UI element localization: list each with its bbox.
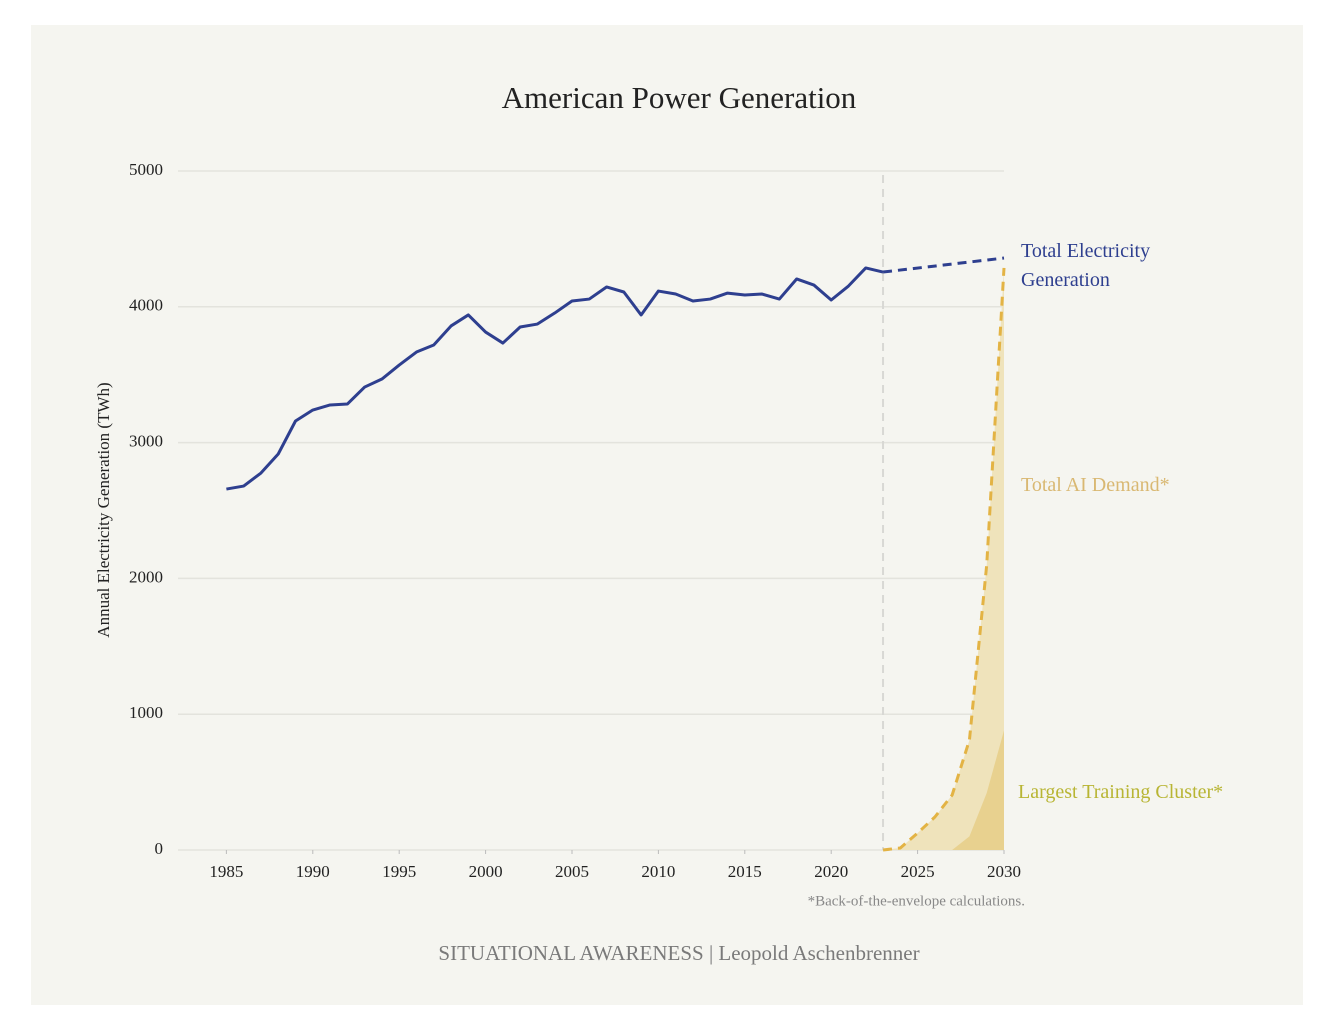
x-tick-label: 1995 bbox=[382, 862, 416, 881]
series-label: Largest Training Cluster* bbox=[1018, 781, 1224, 803]
y-axis-label: Annual Electricity Generation (TWh) bbox=[94, 382, 113, 637]
x-tick-label: 1985 bbox=[209, 862, 243, 881]
x-tick-label: 2010 bbox=[641, 862, 675, 881]
x-tick-label: 2030 bbox=[987, 862, 1021, 881]
y-tick-label: 1000 bbox=[129, 703, 163, 722]
series-label: Total AI Demand* bbox=[1021, 474, 1170, 496]
y-tick-label: 5000 bbox=[129, 160, 163, 179]
series-label: Total Electricity Generation bbox=[1021, 240, 1151, 291]
y-tick-label: 0 bbox=[155, 839, 164, 858]
x-tick-label: 2000 bbox=[469, 862, 503, 881]
x-tick-label: 2005 bbox=[555, 862, 589, 881]
footnote: *Back-of-the-envelope calculations. bbox=[808, 893, 1025, 909]
chart-title: American Power Generation bbox=[502, 80, 857, 115]
source: SITUATIONAL AWARENESS | Leopold Aschenbr… bbox=[438, 941, 919, 965]
x-tick-label: 2015 bbox=[728, 862, 762, 881]
y-tick-label: 4000 bbox=[129, 296, 163, 315]
line bbox=[882, 256, 1005, 274]
x-tick-label: 1990 bbox=[296, 862, 330, 881]
y-tick-label: 3000 bbox=[129, 432, 163, 451]
x-tick-label: 2025 bbox=[901, 862, 935, 881]
y-tick-label: 2000 bbox=[129, 567, 163, 586]
area bbox=[952, 730, 1004, 850]
line bbox=[882, 267, 1006, 852]
x-tick-label: 2020 bbox=[814, 862, 848, 881]
line bbox=[226, 266, 884, 491]
panel bbox=[31, 25, 1303, 1005]
